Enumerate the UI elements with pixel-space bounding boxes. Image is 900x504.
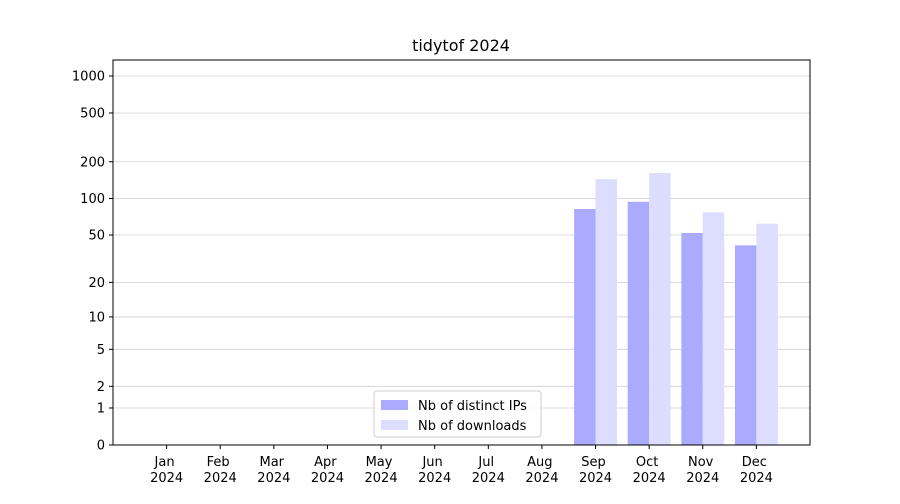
bar (627, 201, 650, 445)
x-tick-label: Oct 2024 (633, 455, 666, 486)
x-tick-label-line: 2024 (579, 471, 612, 486)
x-tick-label-line: 2024 (472, 471, 505, 486)
x-tick-label-line: Oct (636, 455, 663, 470)
x-tick-label-line: Sep (581, 455, 610, 470)
bar (595, 179, 617, 445)
x-tick-label-line: 2024 (686, 471, 719, 486)
x-tick-label-line: 2024 (525, 471, 558, 486)
x-tick-label-line: 2024 (418, 471, 451, 486)
y-tick-label: 200 (80, 155, 105, 170)
y-tick-label: 50 (88, 229, 105, 244)
x-tick-label-line: 2024 (150, 471, 183, 486)
x-tick-label-line: 2024 (740, 471, 773, 486)
x-tick-label: Jun 2024 (418, 455, 451, 486)
y-tick-label: 10 (88, 310, 105, 325)
x-tick-label-line: Nov (688, 455, 718, 470)
y-tick-label: 1000 (72, 70, 105, 85)
x-tick-label: Sep 2024 (579, 455, 612, 486)
bar (756, 223, 778, 445)
x-tick-label-line: Apr (314, 455, 341, 470)
x-tick-label-line: Jul (477, 455, 498, 470)
y-tick-label: 5 (97, 343, 105, 358)
x-tick-label: May 2024 (365, 455, 398, 486)
x-tick-label: Nov 2024 (686, 455, 719, 486)
bar (681, 232, 703, 445)
x-tick-label-line: Mar (260, 455, 289, 470)
x-tick-label: Dec 2024 (740, 455, 773, 486)
y-tick-label: 2 (97, 380, 105, 395)
bar (702, 212, 725, 445)
legend-swatch (381, 420, 408, 430)
y-tick-label: 0 (97, 439, 105, 454)
x-tick-label-line: Jan (154, 455, 179, 470)
x-tick-label: Jan 2024 (150, 455, 183, 486)
x-tick-label-line: Dec (742, 455, 771, 470)
legend-swatch (381, 400, 408, 410)
x-tick-label-line: 2024 (365, 471, 398, 486)
chart-title: tidytof 2024 (412, 36, 510, 55)
legend-box (373, 390, 542, 438)
bar (649, 172, 671, 446)
bar (574, 208, 596, 445)
x-tick-label-line: May (366, 455, 397, 470)
x-tick-label: Jul 2024 (472, 455, 505, 486)
x-tick-label: Aug 2024 (525, 455, 558, 486)
x-tick-label: Mar 2024 (257, 455, 290, 486)
x-tick-label-line: Aug (527, 455, 557, 470)
y-tick-label: 100 (80, 192, 105, 207)
x-tick-label-line: 2024 (257, 471, 290, 486)
x-tick-label-line: Jun (421, 455, 446, 470)
x-tick-label-line: Feb (207, 455, 234, 470)
x-tick-label: Apr 2024 (311, 455, 344, 486)
x-tick-label-line: 2024 (204, 471, 237, 486)
x-tick-label-line: 2024 (633, 471, 666, 486)
x-tick-label: Feb 2024 (204, 455, 237, 486)
x-tick-label-line: 2024 (311, 471, 344, 486)
legend-label: Nb of distinct IPs (418, 399, 527, 414)
y-tick-label: 20 (88, 276, 105, 291)
y-tick-label: 1 (97, 401, 105, 416)
bar (734, 245, 757, 445)
plot-frame (112, 59, 811, 446)
legend-label: Nb of downloads (418, 419, 527, 434)
y-tick-label: 500 (80, 106, 105, 121)
